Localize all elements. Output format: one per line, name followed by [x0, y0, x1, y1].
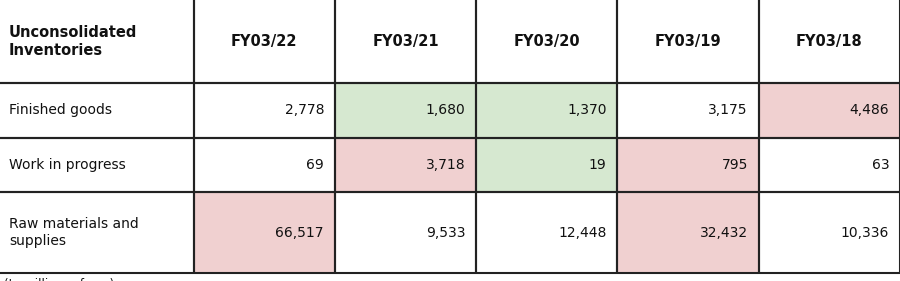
Text: 10,336: 10,336	[841, 226, 889, 239]
Text: FY03/18: FY03/18	[796, 34, 863, 49]
Text: 66,517: 66,517	[275, 226, 324, 239]
Text: 9,533: 9,533	[426, 226, 465, 239]
Text: 19: 19	[589, 158, 607, 172]
Text: Raw materials and
supplies: Raw materials and supplies	[9, 217, 139, 248]
Text: 69: 69	[306, 158, 324, 172]
Text: Unconsolidated
Inventories: Unconsolidated Inventories	[9, 25, 138, 58]
Text: Finished goods: Finished goods	[9, 103, 112, 117]
Text: 12,448: 12,448	[558, 226, 607, 239]
Text: (In millions of yen): (In millions of yen)	[4, 278, 114, 281]
Text: FY03/21: FY03/21	[372, 34, 439, 49]
Text: 795: 795	[722, 158, 748, 172]
Text: FY03/20: FY03/20	[513, 34, 580, 49]
Text: Work in progress: Work in progress	[9, 158, 126, 172]
Text: 32,432: 32,432	[700, 226, 748, 239]
Text: 4,486: 4,486	[850, 103, 889, 117]
Text: FY03/19: FY03/19	[654, 34, 722, 49]
Text: 1,370: 1,370	[567, 103, 607, 117]
Text: FY03/22: FY03/22	[231, 34, 297, 49]
Text: 2,778: 2,778	[284, 103, 324, 117]
Text: 63: 63	[871, 158, 889, 172]
Text: 3,175: 3,175	[708, 103, 748, 117]
Text: 3,718: 3,718	[426, 158, 465, 172]
Text: 1,680: 1,680	[426, 103, 465, 117]
